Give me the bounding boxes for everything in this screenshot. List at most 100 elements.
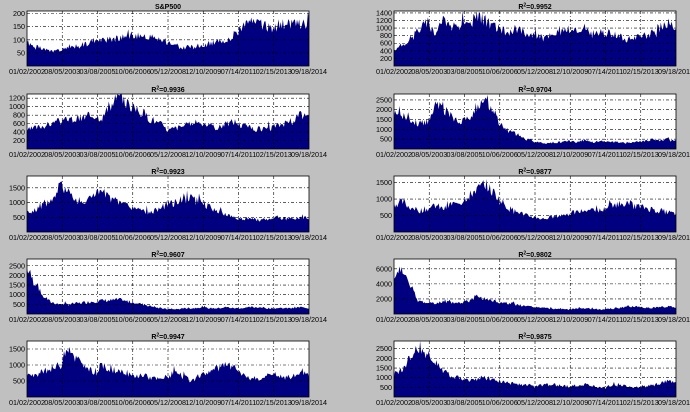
x-tick-label: 09/18/2014 <box>291 315 327 324</box>
x-tick-label: 12/10/2009 <box>552 233 588 242</box>
subplot-3: 01/02/2002 08/05/2003 03/08/2005 10/06/2006… <box>9 86 327 160</box>
y-tick-label: 2500 <box>9 261 25 270</box>
x-tick-label: 08/05/2003 <box>411 150 447 159</box>
x-tick-label: 03/08/2005 <box>80 398 116 407</box>
y-tick-label: 1200 <box>376 16 392 25</box>
x-tick-label: 08/05/2003 <box>44 233 80 242</box>
x-tick-label: 07/14/2011 <box>221 233 256 242</box>
x-tick-label: 09/18/2014 <box>291 150 327 159</box>
x-tick-label: 12/10/2009 <box>185 398 221 407</box>
x-tick-label: 10/06/2006 <box>482 398 518 407</box>
y-tick-label: 200 <box>13 136 25 145</box>
x-tick-label: 10/06/2006 <box>115 398 151 407</box>
axes-frame <box>393 10 677 67</box>
x-tick-label: 12/10/2009 <box>552 150 588 159</box>
subplot-4: 01/02/2002 08/05/2003 03/08/2005 10/06/2006… <box>376 86 690 160</box>
y-tick-label: 1000 <box>9 290 25 299</box>
x-tick-label: 03/08/2005 <box>447 315 483 324</box>
series-area <box>27 346 309 397</box>
y-tick-label: 4000 <box>376 279 392 288</box>
y-tick-label: 2000 <box>376 105 392 114</box>
y-tick-label: 50 <box>17 48 25 57</box>
y-tick-label: 1000 <box>376 24 392 33</box>
axes-frame <box>26 340 310 398</box>
y-tick-label: 500 <box>380 383 392 392</box>
x-tick-label: 09/18/2014 <box>658 398 690 407</box>
y-tick-label: 1400 <box>376 8 392 17</box>
x-tick-label: 08/05/2003 <box>411 315 447 324</box>
x-tick-label: 02/15/2013 <box>256 398 292 407</box>
x-tick-label: 01/02/2002 <box>9 150 45 159</box>
x-tick-label: 05/12/2008 <box>517 67 553 76</box>
x-tick-label: 05/12/2008 <box>150 233 186 242</box>
x-tick-label: 12/10/2009 <box>552 315 588 324</box>
y-tick-label: 1200 <box>9 94 25 103</box>
x-tick-label: 08/05/2003 <box>411 67 447 76</box>
x-tick-label: 12/10/2009 <box>185 150 221 159</box>
axes-frame <box>393 258 677 315</box>
series-area <box>394 266 676 314</box>
axes-frame <box>393 340 677 398</box>
r-squared-label: R2=0.9952 <box>518 3 551 12</box>
y-tick-label: 800 <box>380 31 392 40</box>
axes-frame <box>393 93 677 150</box>
y-tick-label: 2000 <box>376 294 392 303</box>
y-tick-label: 200 <box>13 9 25 18</box>
x-tick-label: 02/15/2013 <box>623 398 659 407</box>
axes-frame <box>26 175 310 233</box>
y-tick-label: 500 <box>380 135 392 144</box>
x-tick-label: 07/14/2011 <box>221 315 256 324</box>
x-tick-label: 12/10/2009 <box>185 315 221 324</box>
x-tick-label: 05/12/2008 <box>517 315 553 324</box>
x-tick-label: 07/14/2011 <box>588 67 623 76</box>
y-tick-label: 400 <box>380 46 392 55</box>
subplot-2: 01/02/2002 08/05/2003 03/08/2005 10/06/2006… <box>376 3 690 77</box>
x-tick-label: 01/02/2002 <box>376 398 412 407</box>
y-tick-label: 1000 <box>9 198 25 207</box>
y-tick-label: 200 <box>380 54 392 63</box>
x-tick-label: 03/08/2005 <box>80 315 116 324</box>
x-tick-label: 01/02/2002 <box>376 67 412 76</box>
y-tick-label: 1500 <box>9 183 25 192</box>
x-tick-label: 09/18/2014 <box>658 67 690 76</box>
r-squared-label: R2=0.9936 <box>151 86 184 95</box>
x-tick-label: 01/02/2002 <box>376 150 412 159</box>
x-tick-label: 10/06/2006 <box>482 315 518 324</box>
x-tick-label: 09/18/2014 <box>658 315 690 324</box>
x-tick-label: 02/15/2013 <box>256 233 292 242</box>
r-squared-label: R2=0.9607 <box>151 251 184 260</box>
axes-frame <box>26 10 310 67</box>
axes-frame <box>26 93 310 150</box>
x-tick-label: 05/12/2008 <box>150 150 186 159</box>
x-tick-label: 02/15/2013 <box>623 315 659 324</box>
x-tick-label: 01/02/2002 <box>9 233 45 242</box>
y-tick-label: 600 <box>13 119 25 128</box>
x-tick-label: 10/06/2006 <box>115 150 151 159</box>
y-tick-label: 2500 <box>376 95 392 104</box>
x-tick-label: 07/14/2011 <box>221 398 256 407</box>
subplot-5: 01/02/2002 08/05/2003 03/08/2005 10/06/2006… <box>9 168 327 243</box>
y-tick-label: 1500 <box>9 345 25 354</box>
x-tick-label: 08/05/2003 <box>411 233 447 242</box>
x-tick-label: 01/02/2002 <box>9 67 45 76</box>
y-tick-label: 500 <box>380 211 392 220</box>
r-squared-label: R2=0.9877 <box>518 168 551 177</box>
x-tick-label: 09/18/2014 <box>291 398 327 407</box>
x-tick-label: 12/10/2009 <box>552 398 588 407</box>
y-tick-label: 1500 <box>376 364 392 373</box>
y-tick-label: 1500 <box>376 115 392 124</box>
subplot-6: 01/02/2002 08/05/2003 03/08/2005 10/06/2006… <box>376 168 690 243</box>
subplot-7: 01/02/2002 08/05/2003 03/08/2005 10/06/2006… <box>9 251 327 325</box>
subplot-1: 01/02/2002 08/05/2003 03/08/2005 10/06/2006… <box>9 4 327 76</box>
y-tick-label: 400 <box>13 128 25 137</box>
y-tick-label: 1000 <box>9 361 25 370</box>
x-tick-label: 02/15/2013 <box>623 67 659 76</box>
x-tick-label: 07/14/2011 <box>588 398 623 407</box>
y-tick-label: 2500 <box>376 344 392 353</box>
r-squared-label: R2=0.9947 <box>151 333 184 342</box>
x-tick-label: 03/08/2005 <box>447 67 483 76</box>
series-area <box>27 268 309 314</box>
x-tick-label: 12/10/2009 <box>185 67 221 76</box>
y-tick-label: 100 <box>13 35 25 44</box>
